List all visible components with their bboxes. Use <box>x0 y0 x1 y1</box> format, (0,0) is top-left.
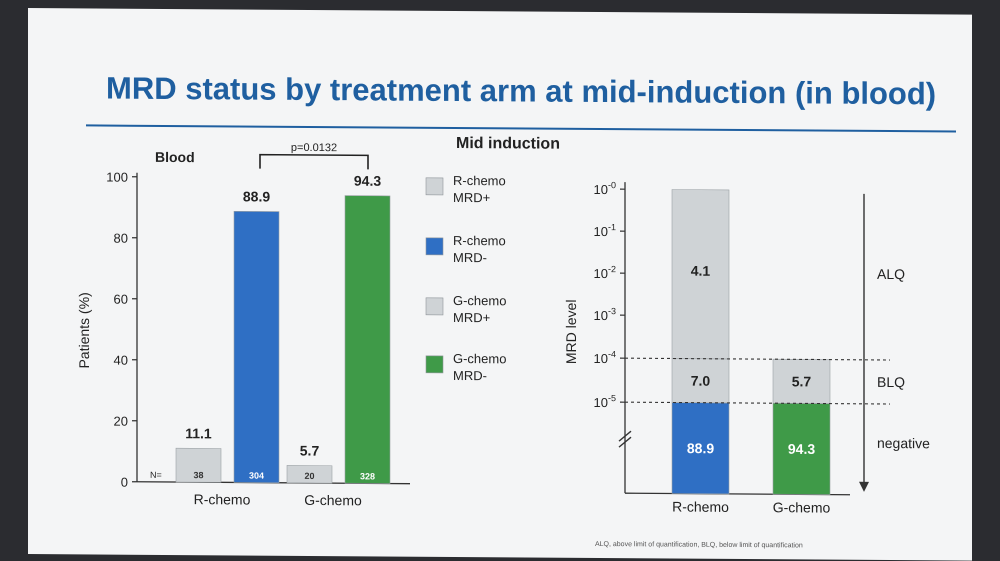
bar-value-label: 94.3 <box>354 173 381 189</box>
legend-label: G-chemo <box>453 351 506 366</box>
mrd-y-tick-label: 10-1 <box>594 222 616 239</box>
legend-swatch <box>426 178 443 195</box>
pvalue-label: p=0.0132 <box>291 142 337 154</box>
mrd-bar-value-label: 4.1 <box>691 263 711 279</box>
direction-arrow-head <box>859 482 869 492</box>
bar-r-chemo-mrd- <box>234 211 279 482</box>
chart-area: 0 20 40 60 80 100 Patients (%) Blood N= 11.1 38 88.… <box>28 8 972 561</box>
slide: MRD status by treatment arm at mid-induc… <box>28 8 972 561</box>
bar-g-chemo-mrd- <box>345 196 390 484</box>
mrd-bar-value-label: 88.9 <box>687 440 714 456</box>
chart-title: Blood <box>155 149 195 165</box>
mrd-x-category-label: G-chemo <box>773 499 831 515</box>
y-tick-label: 40 <box>114 353 128 368</box>
legend-label: R-chemo <box>453 233 506 248</box>
y-tick-label: 20 <box>114 414 128 429</box>
zone-label-alq: ALQ <box>877 266 905 282</box>
y-tick-label: 60 <box>114 292 128 307</box>
y-tick-label: 0 <box>121 475 128 490</box>
x-category-label: G-chemo <box>304 492 362 508</box>
threshold-line-1e-4 <box>625 358 890 360</box>
bar-n-label: 328 <box>360 471 375 481</box>
mrd-y-tick-label: 10-3 <box>594 306 616 323</box>
footnote: ALQ, above limit of quantification, BLQ,… <box>595 541 803 549</box>
n-label: N= <box>150 470 162 480</box>
mrd-y-axis-label: MRD level <box>563 299 579 364</box>
bar-n-label: 304 <box>249 471 264 481</box>
mrd-bar-value-label: 5.7 <box>792 373 812 389</box>
legend-swatch <box>426 356 443 373</box>
legend-label: MRD+ <box>453 310 490 325</box>
x-category-label: R-chemo <box>194 491 251 507</box>
mrd-y-tick-label: 10-2 <box>594 264 616 281</box>
bar-value-label: 11.1 <box>185 425 212 441</box>
y-tick-label: 100 <box>106 170 128 185</box>
mrd-x-category-label: R-chemo <box>672 498 729 514</box>
bar-n-label: 38 <box>193 470 203 480</box>
legend-label: MRD- <box>453 250 487 265</box>
mrd-y-tick-label: 10-4 <box>594 349 616 366</box>
pvalue-bracket <box>260 155 368 170</box>
mrd-bar-value-label: 7.0 <box>691 373 711 389</box>
y-tick-label: 80 <box>114 231 128 246</box>
mrd-bar-value-label: 94.3 <box>788 441 815 457</box>
legend-label: MRD- <box>453 368 487 383</box>
legend-swatch <box>426 238 443 255</box>
zone-label-negative: negative <box>877 435 930 451</box>
y-axis-label: Patients (%) <box>76 292 92 368</box>
mrd-y-tick-label: 10-5 <box>594 393 616 410</box>
bar-value-label: 5.7 <box>300 443 320 459</box>
legend-label: MRD+ <box>453 190 490 205</box>
threshold-line-1e-5 <box>625 402 890 404</box>
mrd-y-tick-label: 10-0 <box>594 180 616 197</box>
legend-label: R-chemo <box>453 173 506 188</box>
legend-label: G-chemo <box>453 293 506 308</box>
zone-label-blq: BLQ <box>877 374 905 390</box>
legend-swatch <box>426 298 443 315</box>
bar-n-label: 20 <box>304 471 314 481</box>
bar-value-label: 88.9 <box>243 188 270 204</box>
